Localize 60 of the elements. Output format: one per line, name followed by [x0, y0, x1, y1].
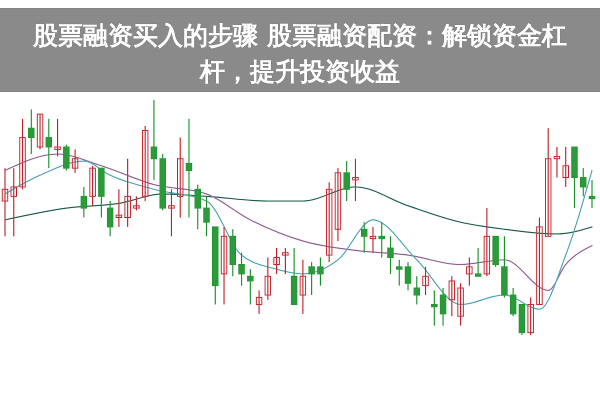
candlestick: [186, 118, 192, 218]
candlestick: [308, 262, 315, 296]
candlestick: [10, 168, 18, 237]
candlestick: [150, 99, 158, 180]
candlestick: [343, 160, 350, 202]
candlestick: [54, 118, 61, 157]
candlestick: [448, 276, 456, 317]
candlestick: [484, 208, 490, 277]
candlestick: [106, 200, 114, 237]
candlestick: [431, 290, 438, 326]
candlestick: [474, 247, 482, 277]
candlestick: [133, 196, 140, 212]
candlestick: [536, 216, 543, 306]
candlestick: [264, 256, 272, 300]
candlestick: [422, 266, 429, 296]
candlestick: [326, 182, 332, 263]
candlestick: [203, 196, 210, 237]
candlestick: [404, 262, 412, 291]
candlestick: [370, 226, 376, 254]
candlestick: [360, 222, 368, 254]
candlestick: [580, 168, 586, 197]
candlestick: [387, 236, 394, 274]
candlestick: [19, 118, 26, 190]
candlestick: [116, 188, 122, 228]
candlestick: [396, 259, 403, 286]
candlestick: [554, 146, 560, 178]
candlestick: [562, 146, 569, 188]
candlestick: [89, 165, 96, 206]
candlestick: [63, 144, 70, 172]
candlestick: [80, 186, 88, 218]
candlestick: [282, 247, 289, 274]
candlestick: [28, 108, 35, 155]
candlestick: [124, 158, 131, 228]
candlestick: [527, 296, 534, 336]
candlestick: [46, 118, 52, 169]
candlestick: [300, 259, 306, 314]
candlestick: [588, 179, 596, 209]
candlestick: [238, 252, 245, 286]
candlestick: [176, 137, 184, 218]
chart-title: 股票融资买入的步骤 股票融资配资：解锁资金杠杆，提升投资收益: [32, 21, 567, 86]
candlestick: [457, 282, 464, 326]
candlestick: [247, 268, 254, 306]
candlestick: [440, 287, 446, 326]
candlestick: [194, 184, 201, 230]
candlestick: [220, 226, 228, 306]
candlestick: [72, 148, 78, 174]
candlestick: [334, 168, 342, 242]
candlestick: [142, 125, 148, 202]
candlestick: [544, 128, 552, 237]
candlestick: [273, 247, 280, 274]
candlestick: [2, 168, 8, 237]
candlestick: [466, 256, 473, 286]
candlestick: [317, 256, 324, 286]
candlestick: [510, 287, 516, 317]
candlestick: [168, 188, 175, 237]
candlestick: [256, 290, 262, 314]
candlestick: [378, 222, 385, 258]
candlestick: [36, 114, 44, 150]
candlestick: [352, 158, 359, 202]
candlestick: [414, 276, 420, 306]
